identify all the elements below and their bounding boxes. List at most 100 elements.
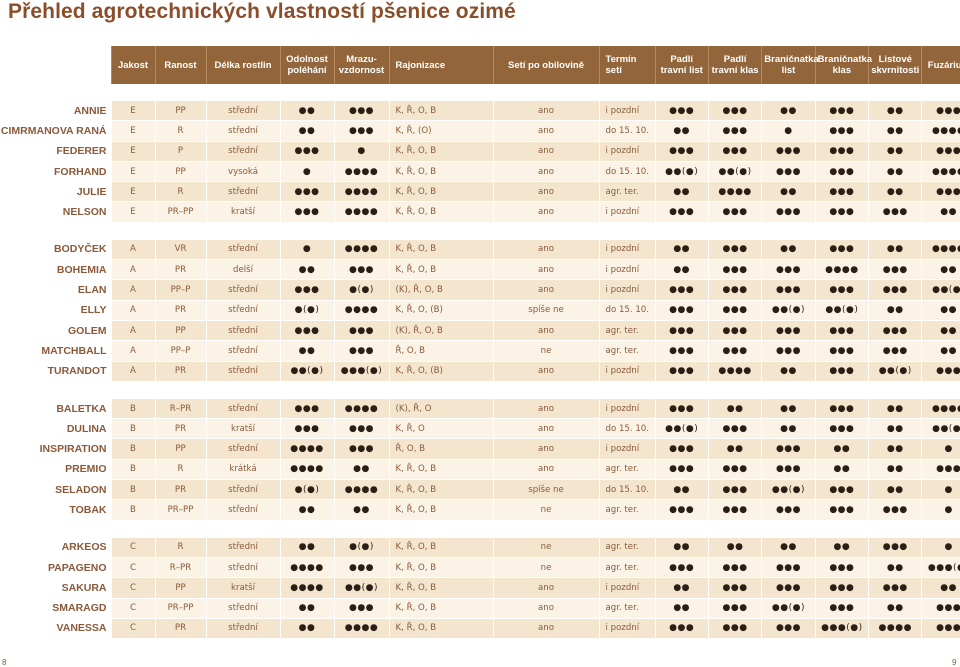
rating-cell: ●●● xyxy=(708,201,763,223)
table-cell: K, Ř, O, B xyxy=(389,201,494,223)
table-cell: PR xyxy=(155,361,207,382)
rating-cell: ●●● xyxy=(815,598,870,619)
table-cell: ano xyxy=(493,239,600,261)
rating-cell: ●●●● xyxy=(334,181,390,203)
table-cell: ano xyxy=(493,459,600,481)
variety-name: TURANDOT xyxy=(0,361,112,382)
rating-cell: ●●● xyxy=(921,459,960,481)
rating-cell: ●●● xyxy=(708,120,763,142)
table-cell: ano xyxy=(493,438,600,460)
rating-cell: ●● xyxy=(280,618,335,640)
table-cell: krátká xyxy=(206,459,281,481)
rating-cell: ●● xyxy=(868,479,923,501)
table-cell: ano xyxy=(493,598,600,619)
rating-cell: ●● xyxy=(868,598,923,619)
rating-cell: ●● xyxy=(708,438,763,460)
rating-cell: ●●(●) xyxy=(921,279,960,301)
table-cell: E xyxy=(111,161,156,183)
rating-cell: ●●● xyxy=(815,577,870,599)
rating-cell: ●●● xyxy=(334,418,390,440)
rating-cell: ●●● xyxy=(655,499,709,521)
table-cell: ano xyxy=(493,181,600,203)
spacer-cell xyxy=(0,520,960,538)
table-cell: E xyxy=(111,201,156,223)
table-cell: i pozdní xyxy=(599,618,656,640)
rating-cell: ●●●(●) xyxy=(815,618,870,640)
header-cell: Padlí travní klas xyxy=(707,46,762,84)
rating-cell: ●●(●) xyxy=(655,418,709,440)
page-number-right: 9 xyxy=(952,658,957,667)
table-cell: K, Ř, O, B xyxy=(389,557,494,579)
rating-cell: ●●● xyxy=(708,259,763,281)
rating-cell: ●●●● xyxy=(334,618,390,640)
rating-cell: ●●● xyxy=(334,598,390,619)
table-cell: PP xyxy=(155,577,207,599)
table-cell: PR xyxy=(155,300,207,321)
header-cell: Padlí travní list xyxy=(654,46,709,84)
rating-cell: ●●●● xyxy=(334,161,390,183)
table-cell: do 15. 10. xyxy=(599,120,656,142)
table-cell: ano xyxy=(493,320,600,342)
table-cell: střední xyxy=(206,537,281,558)
rating-cell: ●●●● xyxy=(708,361,763,382)
table-cell: ano xyxy=(493,418,600,440)
table-cell: střední xyxy=(206,398,281,420)
table-cell: VR xyxy=(155,239,207,261)
rating-cell: ●●● xyxy=(761,459,816,481)
rating-cell: ●●● xyxy=(334,259,390,281)
spacer-cell xyxy=(0,84,960,101)
table-cell: K, Ř, O, B xyxy=(389,239,494,261)
rating-cell: ●●● xyxy=(868,320,923,342)
table-cell: K, Ř, O, (B) xyxy=(389,300,494,321)
rating-cell: ●●(●) xyxy=(761,598,816,619)
table-cell: delší xyxy=(206,259,281,281)
rating-cell: ●●● xyxy=(815,361,870,382)
table-cell: i pozdní xyxy=(599,201,656,223)
rating-cell: ● xyxy=(921,537,960,558)
table-cell: střední xyxy=(206,141,281,162)
rating-cell: ●●● xyxy=(761,161,816,183)
table-cell: ano xyxy=(493,618,600,640)
table-cell: ne xyxy=(493,499,600,521)
table-cell: R xyxy=(155,120,207,142)
rating-cell: ●●●● xyxy=(334,300,390,321)
rating-cell: ●● xyxy=(280,340,335,362)
rating-cell: ●●● xyxy=(708,557,763,579)
rating-cell: ●●● xyxy=(708,300,763,321)
rating-cell: ●●● xyxy=(761,340,816,362)
variety-name: ELLY xyxy=(0,300,112,321)
rating-cell: ●● xyxy=(815,537,870,558)
table-cell: PR–PP xyxy=(155,499,207,521)
rating-cell: ●● xyxy=(761,181,816,203)
table-cell: střední xyxy=(206,499,281,521)
variety-name: PAPAGENO xyxy=(0,557,112,579)
table-cell: i pozdní xyxy=(599,361,656,382)
rating-cell: ●●● xyxy=(334,340,390,362)
table-cell: K, Ř, O, B xyxy=(389,499,494,521)
table-cell: střední xyxy=(206,120,281,142)
table-cell: R xyxy=(155,459,207,481)
table-cell: E xyxy=(111,120,156,142)
rating-cell: ●● xyxy=(280,537,335,558)
table-cell: agr. ter. xyxy=(599,181,656,203)
table-cell: PR–PP xyxy=(155,201,207,223)
rating-cell: ●●●● xyxy=(280,577,335,599)
rating-cell: ●●● xyxy=(868,279,923,301)
rating-cell: ●●● xyxy=(868,537,923,558)
rating-cell: ●●● xyxy=(655,201,709,223)
rating-cell: ● xyxy=(921,479,960,501)
table-cell: A xyxy=(111,340,156,362)
header-cell: Ranost xyxy=(154,46,206,84)
rating-cell: ●●● xyxy=(334,101,390,122)
variety-name: PREMIO xyxy=(0,459,112,481)
rating-cell: ●● xyxy=(921,320,960,342)
table-cell: agr. ter. xyxy=(599,598,656,619)
